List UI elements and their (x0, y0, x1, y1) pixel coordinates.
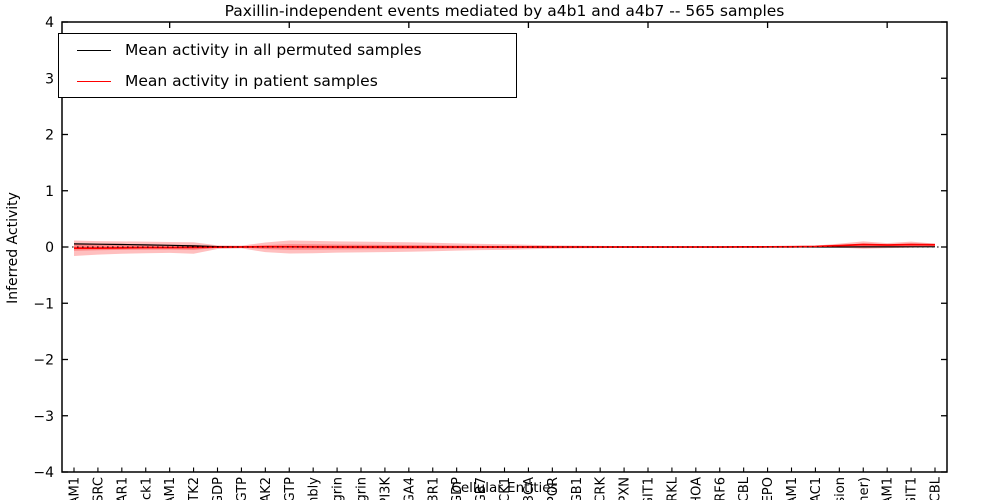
x-tick-label: EPO (761, 477, 776, 500)
x-tick-label: ITGA4 (402, 477, 417, 500)
y-tick-label: −4 (33, 465, 54, 481)
x-tick-label: mol:GTP (235, 477, 250, 500)
x-tick-label: DOCK1 (498, 477, 513, 500)
confidence-band-outer (74, 240, 935, 256)
y-tick-label: −1 (33, 296, 54, 312)
y-tick-label: 2 (45, 128, 54, 144)
legend-label: Mean activity in all permuted samples (125, 41, 422, 59)
x-tick-label: CRKL (665, 476, 680, 500)
x-tick-label: alpha4/beta7 Integrin (331, 477, 346, 500)
legend: Mean activity in all permuted samples Me… (58, 33, 517, 98)
x-tick-label: PXN (618, 477, 633, 500)
x-tick-label: PIK3CA (522, 477, 537, 500)
x-tick-label: JAK2 (259, 477, 274, 500)
x-tick-label: CRK (594, 477, 609, 500)
x-tick-label: SRC (91, 477, 106, 500)
x-tick-label: alpha4/beta7 Integrin/MAdCAM1 (881, 477, 896, 500)
x-tick-label: PI3K (378, 477, 393, 500)
x-tick-label: GIT1 (642, 477, 657, 500)
x-tick-label: BCAR1 (115, 477, 130, 500)
y-tick-label: 1 (45, 184, 54, 200)
y-axis-label: Inferred Activity (5, 192, 21, 304)
x-axis-label: Cellular Entities (451, 480, 558, 496)
chart-title: Paxillin-independent events mediated by … (224, 2, 785, 20)
x-tick-label: ITGB7 (474, 477, 489, 500)
x-tick-label: MADCAM1 (785, 477, 800, 500)
x-tick-label: mol:GDP (211, 477, 226, 500)
x-tick-label: Rac1/GDP (450, 477, 465, 500)
x-tick-label: ARF6 (713, 477, 728, 500)
x-tick-label: alpha4/beta1 Integrin (355, 477, 370, 500)
legend-item-patient: Mean activity in patient samples (59, 66, 516, 96)
x-tick-label: CRKL/CBL (929, 476, 944, 500)
x-tick-label: lamellipodium assembly (307, 477, 322, 500)
x-tick-label: cell adhesion (833, 477, 848, 500)
y-tick-label: −2 (33, 353, 54, 369)
y-tick-label: 0 (45, 240, 54, 256)
permuted-line-swatch (77, 49, 111, 51)
x-tick-label: CBL (737, 476, 752, 500)
legend-label: Mean activity in patient samples (125, 72, 378, 90)
x-tick-label: EPOR (546, 477, 561, 500)
y-tick-label: 3 (45, 71, 54, 87)
x-tick-label: VCAM1 (163, 477, 178, 500)
x-tick-label: alpha4/beta1 Integrin/Paxillin/GIT1 (905, 477, 920, 500)
patient-line-swatch (77, 80, 111, 82)
x-tick-label: Rac1/GTP (283, 477, 298, 500)
x-tick-label: ITGB1 (570, 477, 585, 500)
y-tick-label: 4 (45, 15, 54, 31)
x-tick-label: EPO/EPOR (dimer) (857, 477, 872, 500)
x-tick-label: PTK2 (187, 477, 202, 500)
y-tick-label: −3 (33, 409, 54, 425)
x-tick-label: RHOA (689, 477, 704, 500)
x-tick-label: PIK3R1 (426, 477, 441, 500)
legend-item-permuted: Mean activity in all permuted samples (59, 35, 516, 65)
x-tick-label: p130Cas/Crk/Dock1 (139, 477, 154, 500)
x-tick-label: alpha4/beta1 Integrin/VCAM1 (68, 477, 83, 500)
x-tick-label: RAC1 (809, 477, 824, 500)
